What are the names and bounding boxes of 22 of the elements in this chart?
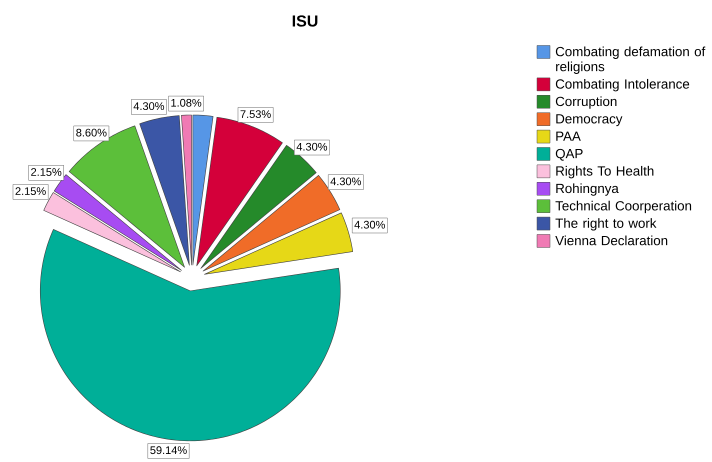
data-label: 2.15% [31, 168, 62, 176]
data-label: 4.30% [330, 177, 361, 186]
data-label: 4.30% [354, 220, 385, 229]
legend-label: Technical Coorperation [556, 200, 692, 214]
legend-label: Democracy [556, 114, 622, 126]
data-label: 4.30% [134, 102, 164, 110]
chart-title: ISU [292, 15, 318, 27]
legend-label: Combating Intolerance [556, 78, 690, 92]
data-label: 4.30% [296, 142, 328, 151]
legend-label: Vienna Declaration [555, 236, 668, 246]
legend-label: Corruption [556, 96, 616, 109]
legend-label: Rohingnya [556, 183, 619, 196]
legend-label: Rights To Health [556, 166, 654, 178]
legend-label: Combating defamation of religions [556, 46, 706, 74]
data-label: 59.14% [150, 446, 187, 454]
data-label: 2.15% [16, 187, 46, 196]
legend-label: The right to work [556, 218, 656, 231]
data-label: 8.60% [76, 128, 107, 137]
data-label: 1.08% [171, 98, 202, 107]
legend-label: QAP [556, 148, 583, 161]
data-label: 7.53% [240, 110, 271, 118]
legend-label: PAA [556, 132, 581, 141]
